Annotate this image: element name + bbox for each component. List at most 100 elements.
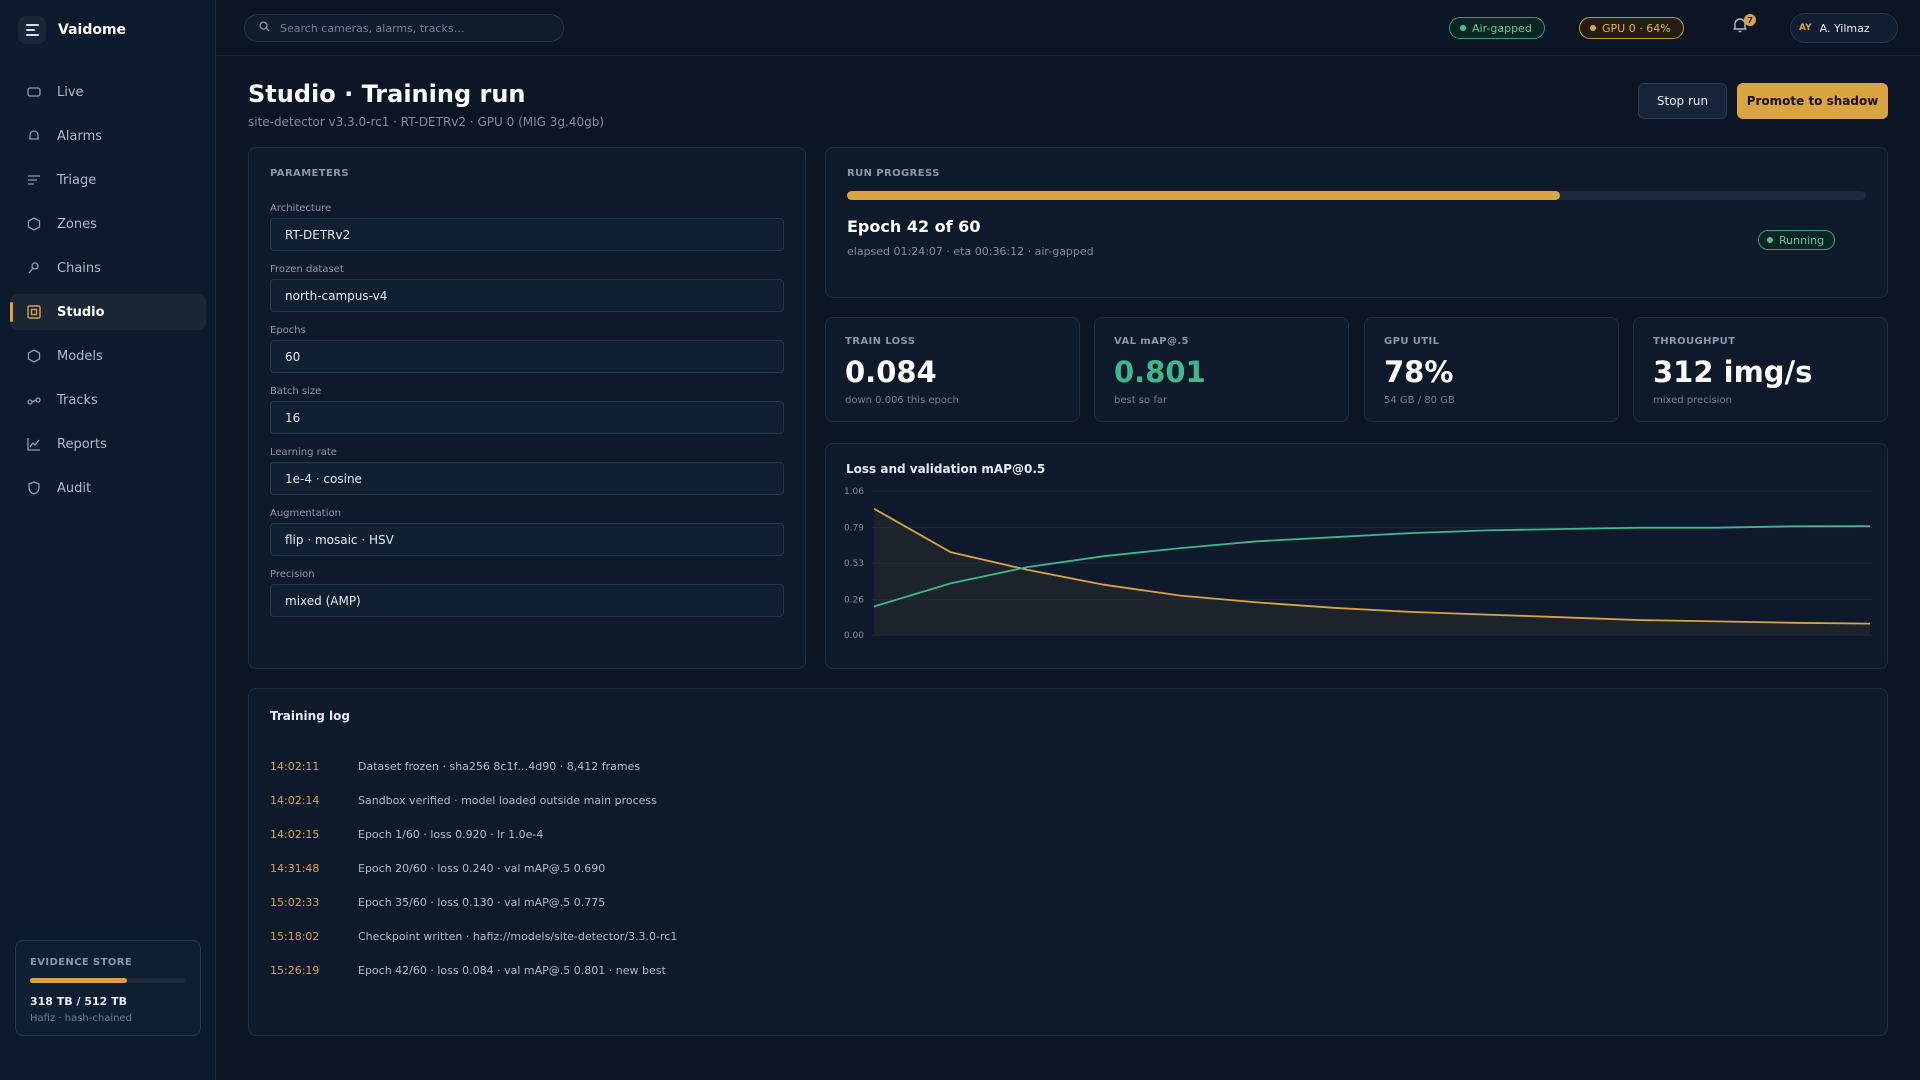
series-line-loss [873, 507, 1871, 625]
val-map-card: VAL mAP@.5 0.801 best so far [1094, 317, 1349, 422]
sidebar-item-models[interactable]: Models [10, 338, 206, 374]
evidence-store-sub: Hafiz · hash-chained [30, 1013, 132, 1024]
evidence-store-card: EVIDENCE STORE 318 TB / 512 TB Hafiz · h… [15, 940, 201, 1036]
camera-icon [27, 85, 41, 99]
evidence-store-value: 318 TB / 512 TB [30, 995, 128, 1008]
sidebar-item-alarms[interactable]: Alarms [10, 118, 206, 154]
status-dot-icon [1767, 237, 1773, 243]
key-icon [27, 261, 41, 275]
notifications-button[interactable]: 7 [1732, 14, 1756, 38]
stop-run-button[interactable]: Stop run [1638, 83, 1727, 119]
evidence-store-label: EVIDENCE STORE [30, 957, 133, 968]
field-label: Precision [270, 569, 315, 580]
app-name: Vaidome [58, 22, 127, 38]
epoch-counter: Epoch 42 of 60 [847, 217, 981, 236]
training-log-list: 14:02:11 Dataset frozen · sha256 8c1f…4d… [270, 749, 1866, 987]
epochs-field[interactable]: 60 [270, 340, 784, 373]
sidebar-item-label: Studio [57, 304, 105, 320]
search-icon [259, 20, 270, 36]
loss-map-chart-card: Loss and validation mAP@0.5 1.06 0.79 0.53… [825, 443, 1888, 669]
log-row: 15:26:19 Epoch 42/60 · loss 0.084 · val … [270, 953, 1866, 987]
stat-value: 312 img/s [1653, 355, 1813, 389]
run-progress-bar-fill [847, 191, 1561, 200]
sidebar-item-label: Zones [57, 216, 97, 232]
sidebar-item-tracks[interactable]: Tracks [10, 382, 206, 418]
stat-value: 0.801 [1114, 355, 1206, 389]
stat-sub: mixed precision [1653, 395, 1732, 406]
augmentation-field[interactable]: flip · mosaic · HSV [270, 523, 784, 556]
stat-sub: down 0.006 this epoch [845, 395, 959, 406]
batch-size-field[interactable]: 16 [270, 401, 784, 434]
sidebar-nav: Live Alarms Triage Zones Chains [10, 74, 206, 514]
precision-field[interactable]: mixed (AMP) [270, 584, 784, 617]
sidebar-item-label: Models [57, 348, 103, 364]
user-menu[interactable]: AY A. Yilmaz [1790, 13, 1898, 43]
notification-count-badge: 7 [1744, 14, 1756, 26]
y-tick-label: 0.00 [844, 631, 864, 641]
shield-icon [27, 481, 41, 495]
elapsed-time: elapsed 01:24:07 · eta 00:36:12 · air-ga… [847, 245, 1094, 258]
page-title: Studio · Training run [248, 80, 526, 108]
evidence-store-bar-fill [30, 978, 127, 983]
sidebar-item-audit[interactable]: Audit [10, 470, 206, 506]
sidebar-item-chains[interactable]: Chains [10, 250, 206, 286]
gpu-label: GPU 0 · 64% [1602, 21, 1671, 35]
sidebar-item-triage[interactable]: Triage [10, 162, 206, 198]
sidebar-item-zones[interactable]: Zones [10, 206, 206, 242]
log-row: 14:02:11 Dataset frozen · sha256 8c1f…4d… [270, 749, 1866, 783]
log-row: 14:02:15 Epoch 1/60 · loss 0.920 · lr 1.… [270, 817, 1866, 851]
topbar: Air-gapped GPU 0 · 64% 7 AY A. Yilmaz [216, 0, 1920, 56]
log-row: 15:18:02 Checkpoint written · hafiz://mo… [270, 919, 1866, 953]
training-log-title: Training log [270, 709, 350, 723]
stat-sub: 54 GB / 80 GB [1384, 395, 1455, 406]
sidebar-item-studio[interactable]: Studio [10, 294, 206, 330]
parameters-heading: PARAMETERS [270, 168, 349, 179]
gpu-util-card: GPU UTIL 78% 54 GB / 80 GB [1364, 317, 1619, 422]
sidebar-item-label: Alarms [57, 128, 103, 144]
avatar: AY [1799, 23, 1812, 33]
field-label: Epochs [270, 325, 306, 336]
field-label: Frozen dataset [270, 264, 344, 275]
list-icon [27, 173, 41, 187]
log-message: Epoch 35/60 · loss 0.130 · val mAP@.5 0.… [358, 895, 606, 909]
promote-to-shadow-button[interactable]: Promote to shadow [1737, 83, 1888, 119]
log-message: Sandbox verified · model loaded outside … [358, 793, 657, 807]
log-time: 15:26:19 [270, 963, 320, 977]
search-input[interactable] [280, 21, 540, 35]
run-progress-bar [847, 191, 1866, 200]
log-row: 14:31:48 Epoch 20/60 · loss 0.240 · val … [270, 851, 1866, 885]
air-gapped-label: Air-gapped [1472, 21, 1532, 35]
sidebar-item-live[interactable]: Live [10, 74, 206, 110]
y-tick-label: 1.06 [844, 487, 864, 497]
run-progress-card: RUN PROGRESS Epoch 42 of 60 elapsed 01:2… [825, 147, 1888, 298]
throughput-card: THROUGHPUT 312 img/s mixed precision [1633, 317, 1888, 422]
stat-label: VAL mAP@.5 [1114, 336, 1189, 347]
train-loss-card: TRAIN LOSS 0.084 down 0.006 this epoch [825, 317, 1080, 422]
search-box[interactable] [244, 14, 564, 42]
sidebar-item-reports[interactable]: Reports [10, 426, 206, 462]
log-message: Epoch 42/60 · loss 0.084 · val mAP@.5 0.… [358, 963, 666, 977]
log-time: 14:31:48 [270, 861, 320, 875]
log-message: Checkpoint written · hafiz://models/site… [358, 929, 678, 943]
chart-icon [27, 437, 41, 451]
evidence-store-bar [30, 978, 186, 983]
chart-title: Loss and validation mAP@0.5 [846, 462, 1046, 476]
field-label: Architecture [270, 203, 332, 214]
frozen-dataset-field[interactable]: north-campus-v4 [270, 279, 784, 312]
hexagon-icon [27, 349, 41, 363]
field-label: Learning rate [270, 447, 337, 458]
log-time: 14:02:14 [270, 793, 320, 807]
sidebar-item-label: Reports [57, 436, 107, 452]
user-name: A. Yilmaz [1819, 21, 1870, 35]
run-progress-heading: RUN PROGRESS [847, 168, 940, 179]
log-time: 14:02:15 [270, 827, 320, 841]
loss-map-chart: 1.06 0.79 0.53 0.26 0.00 [844, 487, 1872, 641]
architecture-field[interactable]: RT-DETRv2 [270, 218, 784, 251]
hexagon-icon [27, 217, 41, 231]
bell-icon [1732, 18, 1748, 38]
learning-rate-field[interactable]: 1e-4 · cosine [270, 462, 784, 495]
status-badge: Running [1758, 230, 1836, 250]
menu-toggle-button[interactable] [18, 16, 46, 44]
log-message: Epoch 20/60 · loss 0.240 · val mAP@.5 0.… [358, 861, 606, 875]
parameters-card: PARAMETERS Architecture RT-DETRv2 Frozen… [248, 147, 806, 669]
